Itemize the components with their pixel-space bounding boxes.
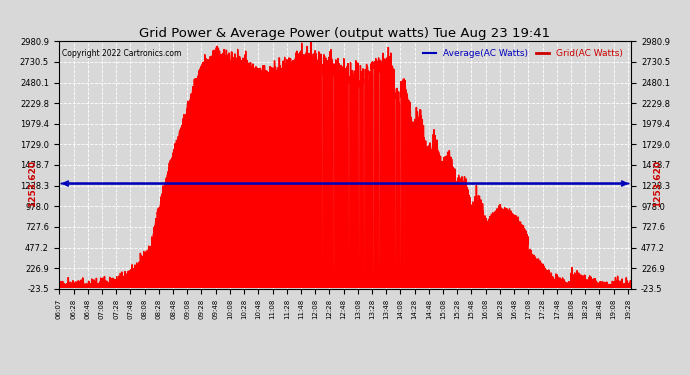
Text: Copyright 2022 Cartronics.com: Copyright 2022 Cartronics.com <box>61 49 181 58</box>
Text: 1253.620: 1253.620 <box>653 160 662 207</box>
Title: Grid Power & Average Power (output watts) Tue Aug 23 19:41: Grid Power & Average Power (output watts… <box>139 27 551 40</box>
Text: 1253.620: 1253.620 <box>28 160 37 207</box>
Legend: Average(AC Watts), Grid(AC Watts): Average(AC Watts), Grid(AC Watts) <box>419 46 627 62</box>
